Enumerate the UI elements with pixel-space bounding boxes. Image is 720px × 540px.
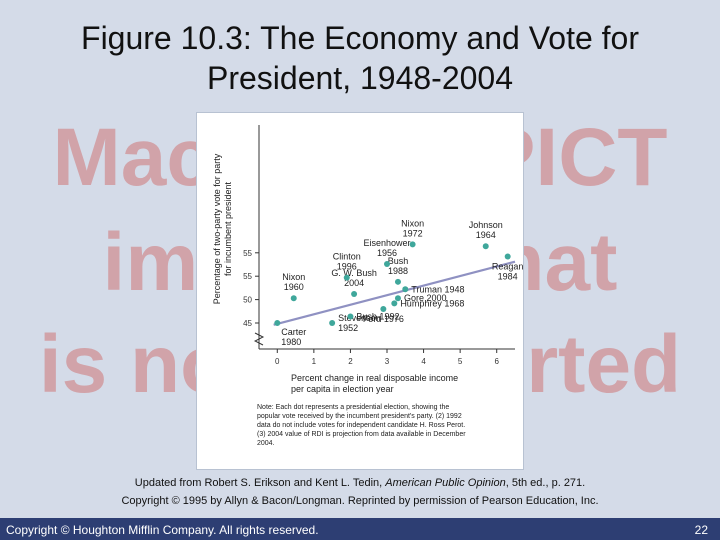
credit-book-title: American Public Opinion [385, 477, 506, 489]
data-point [394, 295, 401, 302]
point-label: Johnson [469, 220, 503, 230]
note-line: (3) 2004 value of RDI is projection from… [257, 431, 466, 438]
point-label: 1960 [284, 282, 304, 292]
x-tick-label: 6 [494, 357, 499, 366]
y-axis-break [253, 332, 265, 346]
point-label: Reagan [492, 262, 523, 272]
credit-suffix: , 5th ed., p. 271. [505, 477, 586, 489]
data-point [384, 261, 390, 268]
y-tick-label: 55 [243, 272, 252, 281]
credit-line-1: Updated from Robert S. Erikson and Kent … [0, 474, 720, 492]
point-label: Humphrey 1968 [400, 298, 464, 308]
x-tick-label: 2 [348, 357, 353, 366]
note-line: 2004. [257, 440, 275, 447]
x-axis-title: per capita in election year [291, 384, 394, 394]
data-point [394, 278, 401, 285]
slide-title-line-2: President, 1948-2004 [207, 60, 513, 96]
point-label: 1988 [388, 266, 408, 276]
point-label: 1972 [403, 228, 423, 238]
point-label: Gore 2000 [404, 293, 447, 303]
y-tick-label: 50 [243, 296, 252, 305]
data-point [329, 320, 336, 326]
slide-title-line-1: Figure 10.3: The Economy and Vote for [81, 20, 639, 56]
note-line: popular vote received by the incumbent p… [257, 413, 462, 420]
x-tick-label: 0 [275, 357, 280, 366]
point-label: 1996 [337, 262, 357, 272]
point-label: 1980 [281, 337, 301, 347]
y-tick-label: 45 [243, 319, 252, 328]
note-line: Note: Each dot represents a presidential… [257, 404, 450, 411]
note-line: data do not include votes for independen… [257, 422, 466, 429]
figure-note: Note: Each dot represents a presidential… [257, 403, 499, 448]
point-label: Bush [388, 256, 409, 266]
point-label: 1984 [498, 272, 518, 282]
point-label: 1964 [476, 230, 496, 240]
data-point [380, 305, 387, 312]
point-label: Nixon [282, 272, 305, 282]
figure-panel: 0 1 2 3 4 5 6 45 50 55 55 Percent change in real di… [196, 112, 524, 470]
data-point [391, 300, 398, 307]
data-point [290, 295, 297, 302]
y-axis-title: Percentage of two-party vote for party [212, 153, 222, 304]
x-tick-label: 3 [385, 357, 390, 366]
data-point [351, 290, 358, 297]
x-axis-title: Percent change in real disposable income [291, 373, 458, 383]
data-point [409, 241, 416, 248]
source-credit: Updated from Robert S. Erikson and Kent … [0, 474, 720, 510]
point-label: Eisenhower [363, 238, 410, 248]
data-point [343, 274, 350, 281]
point-label: 1956 [377, 248, 397, 258]
credit-line-2: Copyright © 1995 by Allyn & Bacon/Longma… [121, 495, 599, 507]
credit-prefix: Updated from Robert S. Erikson and Kent … [134, 477, 386, 489]
data-point [347, 313, 354, 320]
data-point [274, 320, 281, 326]
footer-copyright: Copyright © Houghton Mifflin Company. Al… [6, 523, 319, 537]
slide-number: 22 [694, 523, 708, 537]
x-tick-label: 1 [312, 357, 317, 366]
y-axis-title: for incumbent president [223, 181, 233, 276]
x-tick-label: 5 [458, 357, 463, 366]
point-label: G. W. Bush [331, 268, 377, 278]
point-label: Truman 1948 [411, 284, 464, 294]
data-point [504, 253, 511, 260]
point-label: Clinton [333, 252, 361, 262]
point-label: Stevenson [338, 313, 381, 323]
point-label: Carter [281, 327, 306, 337]
point-label: 2004 [344, 278, 364, 288]
data-point [482, 243, 489, 250]
point-label: 1952 [338, 323, 358, 333]
point-label: Ford 1976 [363, 314, 404, 324]
point-label: Bush 1992 [356, 311, 399, 321]
x-tick-label: 4 [421, 357, 426, 366]
footer-bar: Copyright © Houghton Mifflin Company. Al… [0, 518, 720, 540]
regression-line [273, 260, 516, 326]
y-tick-label: 55 [243, 249, 252, 258]
data-point [402, 286, 409, 293]
slide-title: Figure 10.3: The Economy and Vote for Pr… [0, 18, 720, 98]
point-label: Nixon [401, 218, 424, 228]
